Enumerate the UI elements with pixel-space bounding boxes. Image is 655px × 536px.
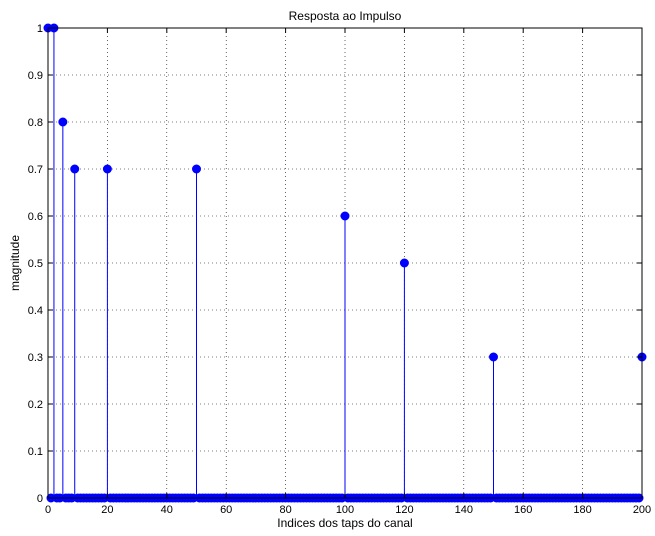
y-tick-label: 0.4: [28, 305, 43, 317]
y-tick-label: 0.9: [28, 70, 43, 82]
x-tick-label: 100: [336, 504, 354, 516]
y-tick-label: 0.7: [28, 164, 43, 176]
stem-marker: [340, 211, 350, 221]
stem-marker: [399, 258, 409, 268]
y-tick-label: 0.2: [28, 399, 43, 411]
x-tick-label: 160: [514, 504, 532, 516]
y-tick-label: 0: [37, 493, 43, 505]
x-tick-label: 20: [101, 504, 113, 516]
y-tick-label: 0.1: [28, 446, 43, 458]
x-tick-label: 200: [633, 504, 651, 516]
stem-marker: [70, 164, 80, 174]
x-tick-label: 60: [220, 504, 232, 516]
x-tick-label: 120: [395, 504, 413, 516]
stem-marker: [58, 117, 68, 127]
x-tick-label: 40: [161, 504, 173, 516]
y-tick-label: 1: [37, 23, 43, 35]
stem-marker: [102, 164, 112, 174]
y-axis-label: magnitude: [8, 235, 22, 291]
x-tick-label: 80: [279, 504, 291, 516]
ticks: 0 20 40 60 80 100 120 140 160 180 200 0 0.1 0.2 0.3 0.4…: [28, 23, 651, 516]
stem-marker: [192, 164, 201, 174]
stem-marker: [489, 352, 498, 362]
x-axis-label: Indices dos taps do canal: [277, 516, 412, 530]
y-tick-label: 0.6: [28, 211, 43, 223]
x-tick-label: 140: [455, 504, 473, 516]
y-tick-label: 0.5: [28, 258, 43, 270]
y-tick-label: 0.3: [28, 352, 43, 364]
y-tick-label: 0.8: [28, 117, 43, 129]
x-tick-label: 180: [573, 504, 591, 516]
x-tick-label: 0: [45, 504, 51, 516]
chart-title: Resposta ao Impulso: [289, 9, 402, 23]
